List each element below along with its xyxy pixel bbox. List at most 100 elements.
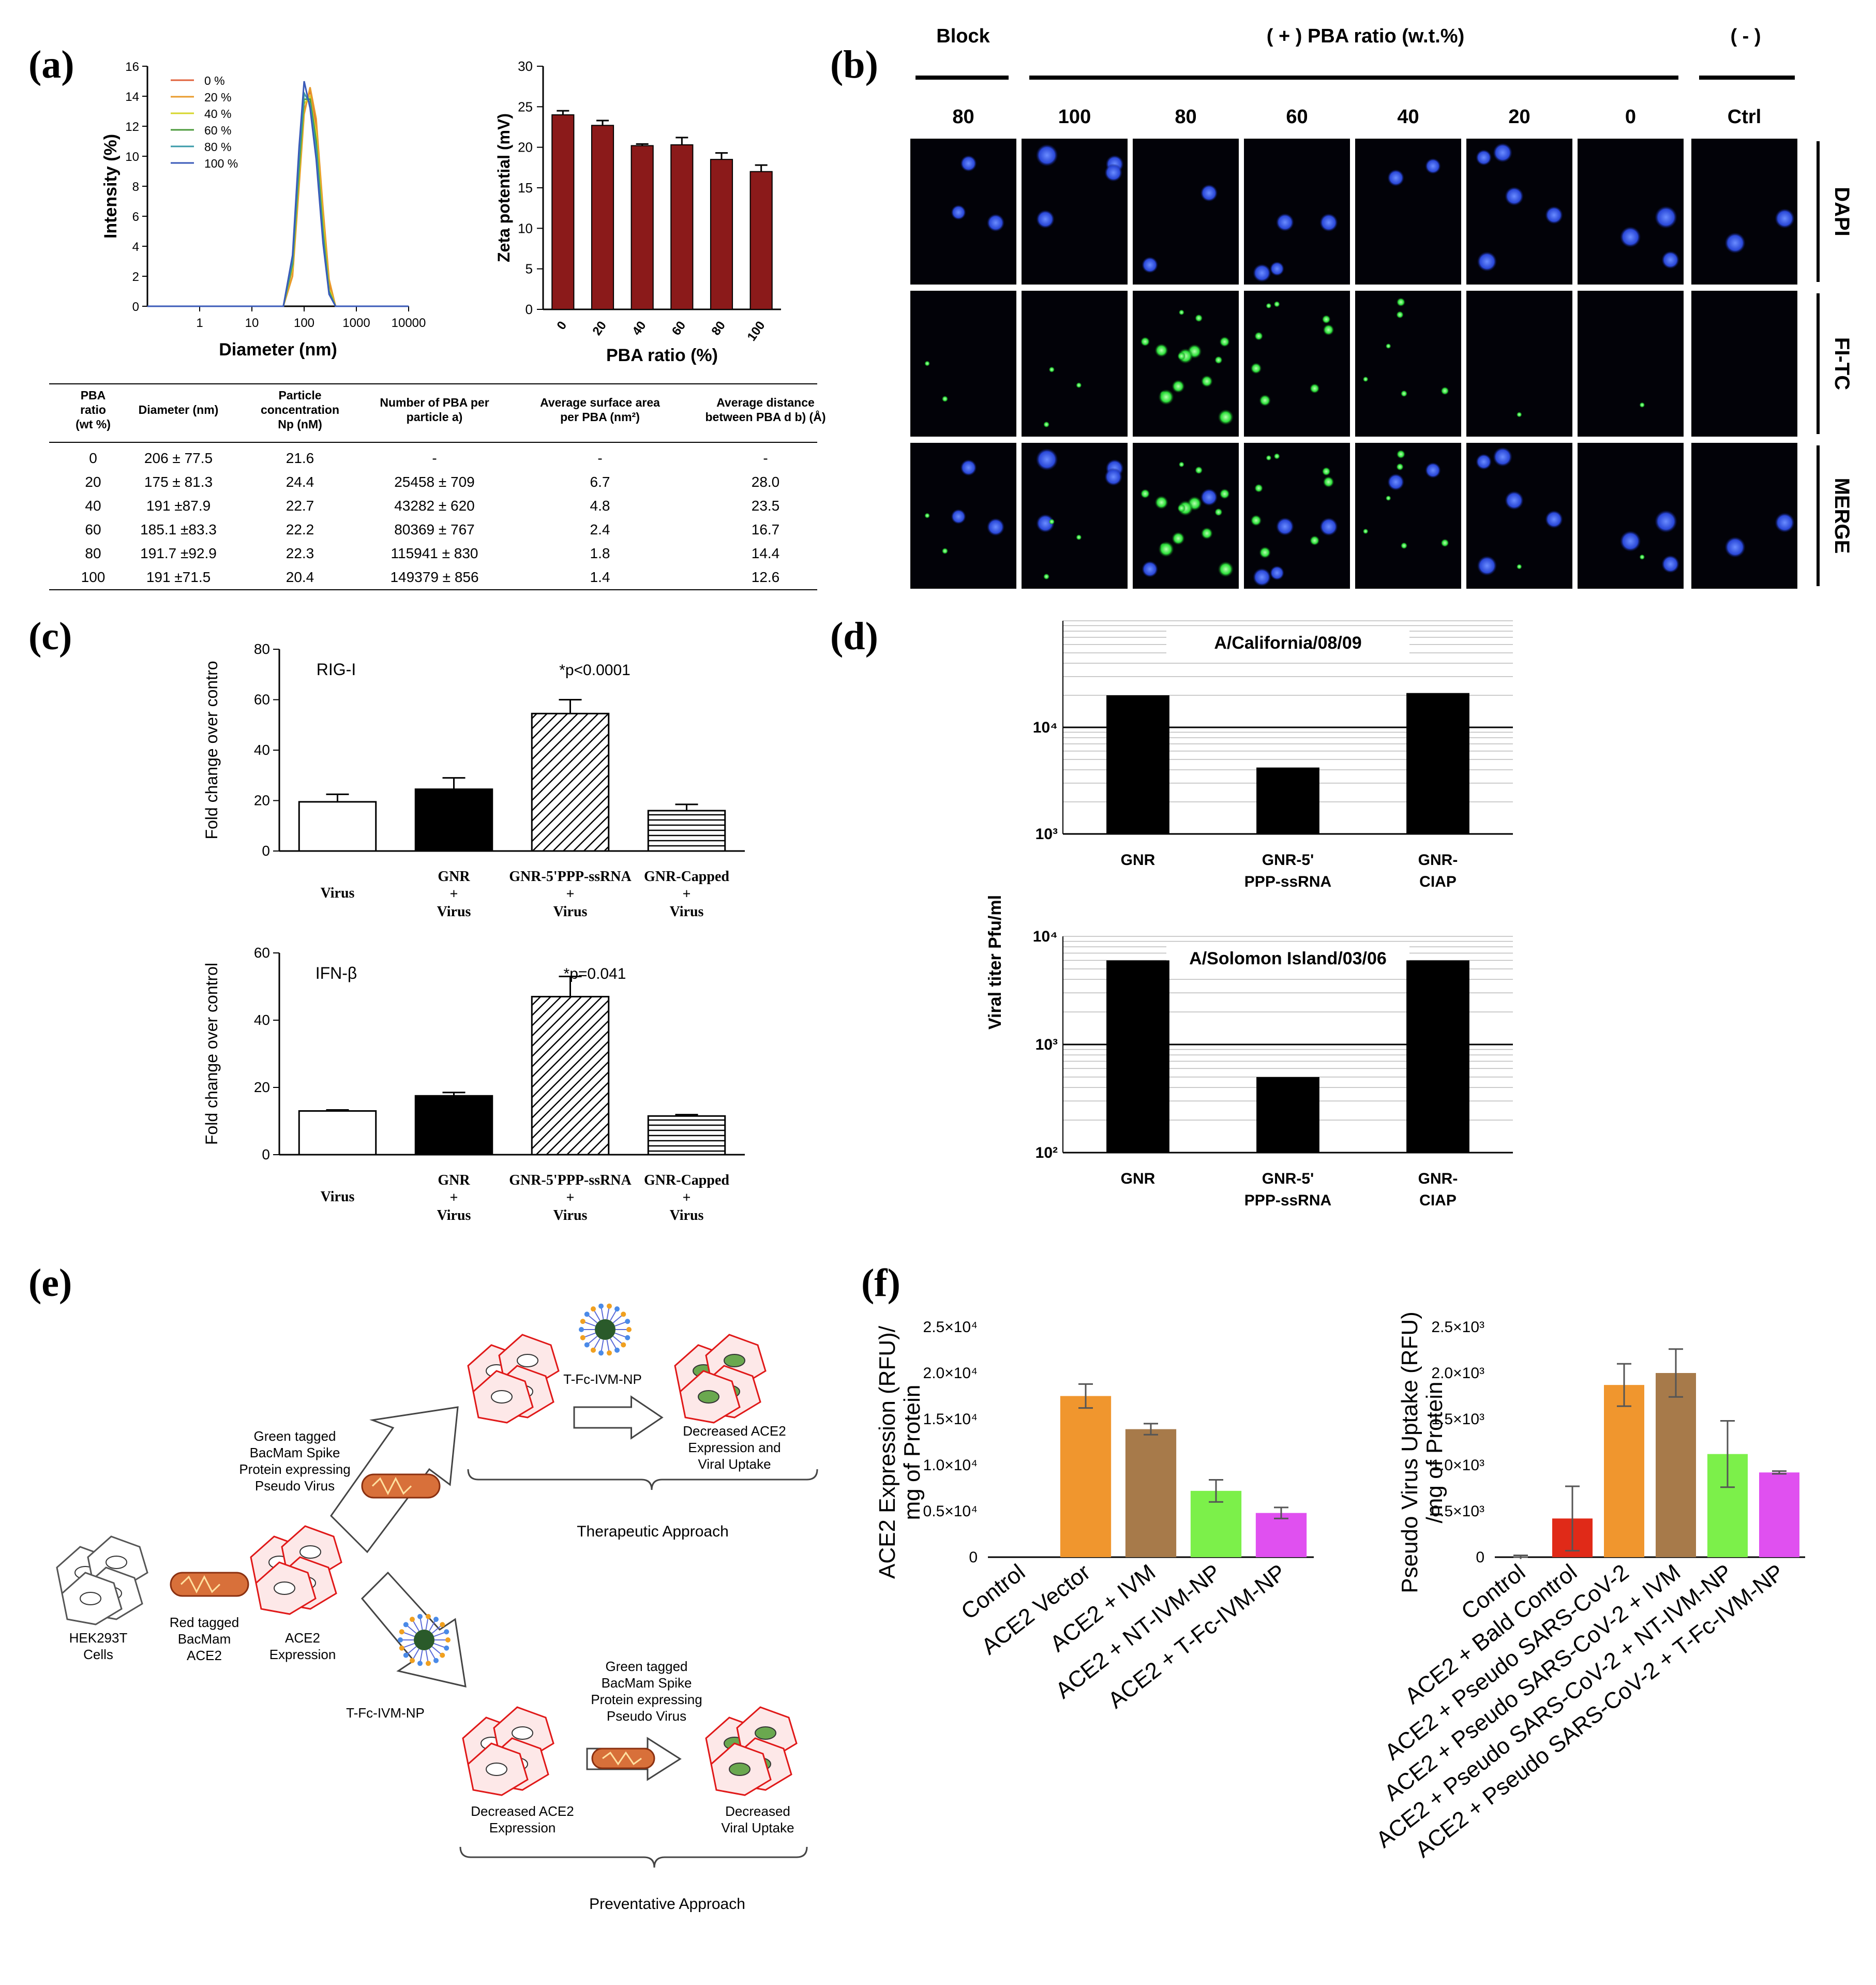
x-tick-label: GNR-Capped: [644, 869, 729, 885]
legend-label: 0 %: [204, 74, 225, 87]
nucleus: [1775, 208, 1795, 229]
y-tick-label: 0: [262, 1146, 270, 1162]
table-cell: 80369 ± 767: [394, 521, 475, 538]
x-tick-label: GNR-Capped: [644, 1172, 729, 1188]
y-tick-label: 20: [254, 793, 270, 809]
nucleus: [1493, 447, 1512, 467]
tfc-top-label: T-Fc-IVM-NP: [563, 1371, 642, 1387]
np-ligand-head: [417, 1661, 423, 1666]
fitc-signal: [1385, 495, 1391, 501]
table-cell: -: [432, 450, 437, 466]
column-label: 60: [1286, 106, 1308, 128]
fitc-signal: [1396, 297, 1406, 307]
nucleus: [1200, 184, 1218, 202]
table-header: Particle: [278, 389, 321, 402]
cell-nucleus: [724, 1354, 745, 1367]
cell-nucleus: [299, 1545, 321, 1559]
fitc-signal: [1362, 376, 1369, 382]
micrograph-tile: [1355, 291, 1461, 437]
fitc-signal: [1219, 488, 1230, 499]
ace2-expression-label: ACE2: [285, 1630, 320, 1646]
y-axis-label: Fold change over control: [202, 963, 221, 1145]
spike-top-label: Pseudo Virus: [255, 1478, 335, 1494]
np-ligand: [588, 1315, 598, 1323]
nucleus: [1253, 568, 1271, 587]
panel-label-c: (c): [28, 615, 72, 658]
bar: [551, 114, 575, 310]
bar: [710, 159, 733, 310]
np-ligand: [584, 1321, 596, 1327]
x-tick-label: +: [566, 1190, 575, 1206]
table-cell: 20: [85, 474, 101, 490]
rig-i-chart: 0 20 40 60 80 RIG-I *p<0.0001 Fold change over …: [202, 641, 745, 920]
table-header: ratio: [80, 403, 106, 416]
title-background: [1166, 944, 1409, 973]
group-label-negative: ( - ): [1730, 25, 1761, 47]
bacmam-virus-icon: [591, 1748, 655, 1769]
chart-title: RIG-I: [317, 660, 356, 679]
micrograph-tile: [1244, 291, 1350, 437]
fitc-signal: [1266, 303, 1272, 309]
fitc-signal: [1322, 315, 1331, 324]
nucleus: [1319, 213, 1338, 232]
x-tick-label: GNR: [438, 869, 470, 885]
dna-strand: [602, 1751, 642, 1766]
y-tick-label: 80: [254, 641, 270, 657]
fitc-signal: [1178, 309, 1184, 316]
fitc-signal: [1273, 453, 1280, 460]
decreased-top-label: Decreased ACE2: [683, 1423, 786, 1439]
x-tick-label: +: [566, 886, 575, 902]
micrograph-tile: [1355, 139, 1461, 285]
np-ligand: [425, 1650, 429, 1662]
nucleus: [1036, 514, 1055, 533]
y-tick-label: 10⁴: [1033, 719, 1058, 736]
fitc-signal: [1172, 532, 1185, 545]
table-header: Average surface area: [540, 396, 660, 409]
panel-label-a: (a): [28, 43, 74, 86]
cell-nucleus: [80, 1592, 101, 1605]
bar: [1060, 1396, 1112, 1557]
np-ligand: [610, 1338, 617, 1349]
nucleus: [1477, 251, 1497, 272]
decreased-ace2-label: Decreased ACE2: [471, 1803, 574, 1819]
cell-nucleus: [755, 1726, 776, 1740]
micrograph-tile: [1022, 291, 1128, 437]
bar: [1406, 693, 1469, 834]
fitc-signal: [1266, 455, 1272, 461]
nucleus: [1142, 257, 1159, 274]
y-tick-label: 0.5×10⁴: [923, 1503, 978, 1520]
table-cell: 1.4: [590, 569, 610, 585]
table-cell: 80: [85, 545, 101, 561]
y-tick-label: 0: [1476, 1549, 1484, 1566]
series-line: [147, 91, 409, 307]
bar: [670, 144, 694, 310]
dna-strand: [371, 1476, 412, 1496]
x-tick-label: Virus: [321, 885, 355, 901]
row-label: FI-TC: [1830, 337, 1853, 390]
series-line: [147, 81, 409, 307]
bar: [1256, 767, 1319, 834]
bar: [647, 1115, 726, 1156]
spike-top-label: Protein expressing: [239, 1461, 350, 1477]
np-ligand: [407, 1646, 417, 1654]
nucleus: [960, 155, 977, 172]
y-tick-label: 10³: [1035, 1036, 1058, 1053]
fitc-signal: [1178, 461, 1184, 468]
np-ligand: [606, 1339, 610, 1351]
bar: [591, 125, 614, 310]
x-tick-label: GNR: [1121, 852, 1155, 869]
y-tick-label: 0: [262, 843, 270, 859]
np-ligand: [431, 1646, 441, 1654]
bar: [749, 171, 773, 310]
fitc-signal: [924, 361, 931, 367]
table-cell: 115941 ± 830: [391, 545, 478, 561]
np-ligand: [601, 1339, 604, 1351]
np-ligand-head: [614, 1347, 620, 1353]
fitc-signal: [1309, 535, 1320, 546]
fitc-signal: [1218, 409, 1234, 425]
hek-label: HEK293T: [69, 1630, 128, 1646]
fitc-signal: [1254, 484, 1264, 493]
fitc-signal: [1362, 528, 1369, 534]
